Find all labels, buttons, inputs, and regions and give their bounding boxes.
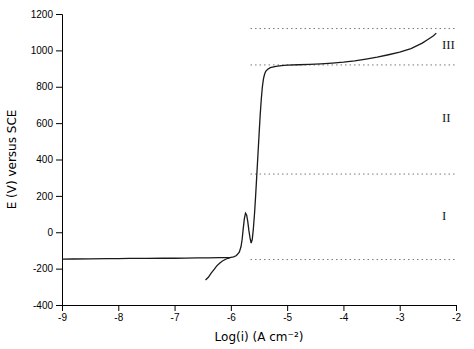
x-tick-mark <box>175 305 176 311</box>
y-tick-label: 0 <box>47 227 53 238</box>
y-tick: 1200 <box>31 9 62 20</box>
y-tick-mark <box>56 123 62 124</box>
region-label: III <box>442 37 455 52</box>
x-tick: -8 <box>114 305 123 323</box>
y-tick-label: 600 <box>36 118 53 129</box>
x-tick: -6 <box>227 305 236 323</box>
y-tick-label: 400 <box>36 154 53 165</box>
chart: -9 -8 -7 -6 -5 -4 -3 -2 -400 -200 0 200 400 600 800 100… <box>0 0 474 349</box>
y-tick: 1000 <box>31 45 62 56</box>
x-tick-label: -8 <box>114 312 123 323</box>
y-tick: 800 <box>36 81 62 92</box>
y-tick-label: 800 <box>36 81 53 92</box>
x-tick-label: -5 <box>283 312 292 323</box>
x-tick-mark <box>400 305 401 311</box>
x-tick: -3 <box>396 305 405 323</box>
x-tick-label: -3 <box>396 312 405 323</box>
region-label: II <box>442 110 451 125</box>
plot-area: -9 -8 -7 -6 -5 -4 -3 -2 -400 -200 0 200 400 600 800 100… <box>31 9 462 323</box>
x-tick: -5 <box>283 305 292 323</box>
reference-line <box>251 28 456 29</box>
marks <box>62 29 456 280</box>
x-tick: -2 <box>452 305 461 323</box>
y-tick-label: 200 <box>36 191 53 202</box>
x-axis: -9 -8 -7 -6 -5 -4 -3 -2 <box>58 305 461 323</box>
y-tick: -400 <box>33 300 62 311</box>
y-tick-label: -200 <box>33 263 53 274</box>
x-tick: -7 <box>171 305 180 323</box>
x-axis-line <box>63 306 457 312</box>
y-tick: 200 <box>36 191 62 202</box>
y-tick-label: 1200 <box>31 9 54 20</box>
y-tick-label: -400 <box>33 300 53 311</box>
x-axis-title: Log(i) (A cm⁻²) <box>215 330 304 344</box>
y-axis-title: E (V) versus SCE <box>5 110 19 210</box>
x-tick-mark <box>231 305 232 311</box>
reference-line <box>251 259 456 260</box>
x-tick-label: -9 <box>58 312 67 323</box>
x-tick: -9 <box>58 305 67 323</box>
y-axis-line <box>56 15 63 306</box>
y-tick-mark <box>56 232 62 233</box>
y-tick: 600 <box>36 118 62 129</box>
x-tick-mark <box>343 305 344 311</box>
x-tick-label: -7 <box>171 312 180 323</box>
y-tick-mark <box>56 269 62 270</box>
y-tick-mark <box>56 196 62 197</box>
annotations: IIIIII <box>442 37 455 223</box>
x-tick-mark <box>287 305 288 311</box>
reference-line <box>251 174 456 175</box>
y-axis: -400 -200 0 200 400 600 800 1000 1200 <box>31 9 63 311</box>
y-tick: -200 <box>33 263 62 274</box>
x-tick-mark <box>118 305 119 311</box>
x-tick: -4 <box>339 305 348 323</box>
y-tick-mark <box>56 87 62 88</box>
x-tick-label: -6 <box>227 312 236 323</box>
y-tick: 0 <box>47 227 62 238</box>
x-tick-label: -4 <box>339 312 348 323</box>
y-tick-label: 1000 <box>31 45 54 56</box>
y-tick-mark <box>56 14 62 15</box>
curve <box>206 257 231 280</box>
region-label: I <box>442 208 446 223</box>
y-tick-mark <box>56 50 62 51</box>
curve <box>62 33 436 259</box>
x-tick-mark <box>456 305 457 311</box>
y-tick-mark <box>56 160 62 161</box>
y-tick: 400 <box>36 154 62 165</box>
y-tick-mark <box>56 305 62 306</box>
x-tick-label: -2 <box>452 312 461 323</box>
